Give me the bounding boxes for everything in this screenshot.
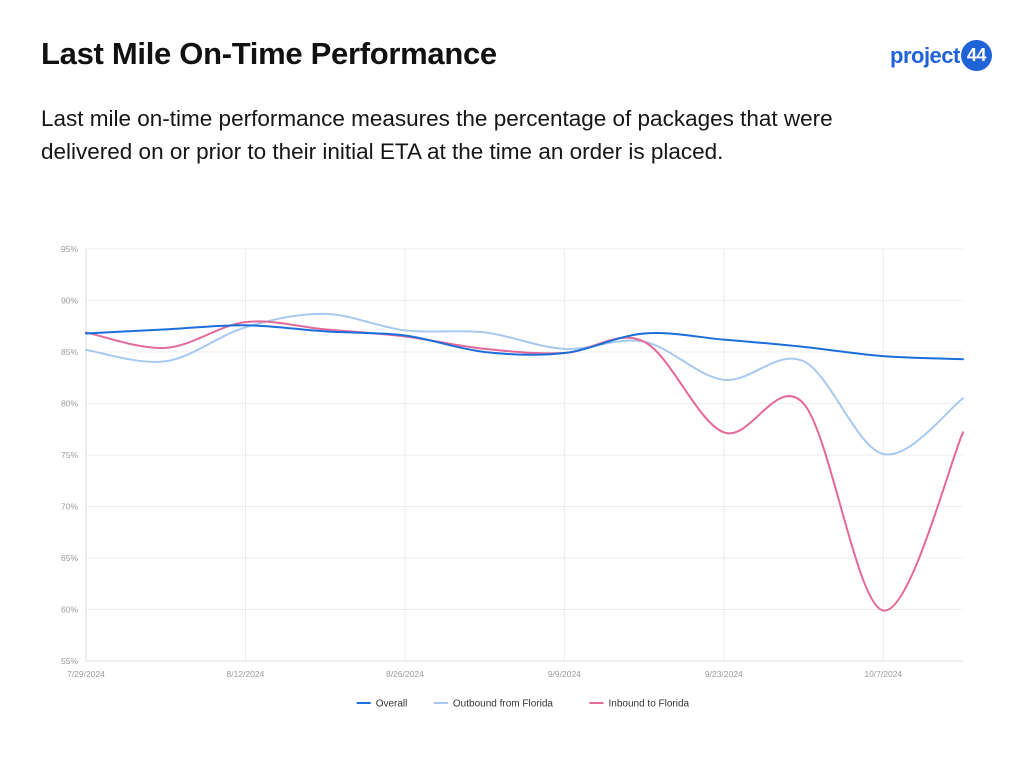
series-line-outbound-from-florida bbox=[85, 312, 964, 456]
x-tick-label: 10/7/2024 bbox=[864, 669, 902, 679]
page-title: Last Mile On-Time Performance bbox=[41, 36, 497, 71]
y-tick-label: 75% bbox=[61, 450, 78, 460]
x-tick-label: 7/29/2024 bbox=[67, 669, 105, 679]
x-tick-label: 8/12/2024 bbox=[227, 669, 265, 679]
y-tick-label: 70% bbox=[61, 502, 78, 512]
x-tick-label: 8/26/2024 bbox=[386, 669, 424, 679]
y-tick-label: 55% bbox=[61, 656, 78, 666]
y-tick-label: 65% bbox=[61, 553, 78, 563]
legend-label-inbound-to-florida: Inbound to Florida bbox=[609, 699, 690, 710]
x-tick-label: 9/23/2024 bbox=[705, 669, 743, 679]
y-tick-label: 95% bbox=[61, 244, 78, 254]
y-tick-label: 80% bbox=[61, 399, 78, 409]
page-subtitle: Last mile on-time performance measures t… bbox=[41, 106, 833, 164]
legend-label-outbound-from-florida: Outbound from Florida bbox=[453, 699, 553, 710]
logo-text: project bbox=[890, 42, 960, 68]
y-axis-ticks: 95% 90% 85% 80% 75% 70% 65% 60% 55% bbox=[61, 244, 78, 666]
grid-layer bbox=[85, 248, 963, 662]
logo-badge: 44 bbox=[960, 40, 992, 71]
x-tick-label: 9/9/2024 bbox=[548, 669, 581, 679]
y-tick-label: 85% bbox=[61, 347, 78, 357]
legend: Overall Outbound from Florida Inbound to F… bbox=[356, 699, 690, 710]
series-layer bbox=[85, 312, 964, 612]
legend-label-overall: Overall bbox=[376, 699, 408, 710]
series-line-overall bbox=[85, 324, 964, 361]
y-tick-label: 60% bbox=[61, 605, 78, 615]
project44-logo: project 44 bbox=[890, 40, 992, 71]
y-tick-label: 90% bbox=[61, 296, 78, 306]
series-line-inbound-to-florida bbox=[85, 320, 964, 612]
x-axis-ticks: 7/29/2024 8/12/2024 8/26/2024 9/9/2024 9/23/… bbox=[67, 669, 902, 679]
